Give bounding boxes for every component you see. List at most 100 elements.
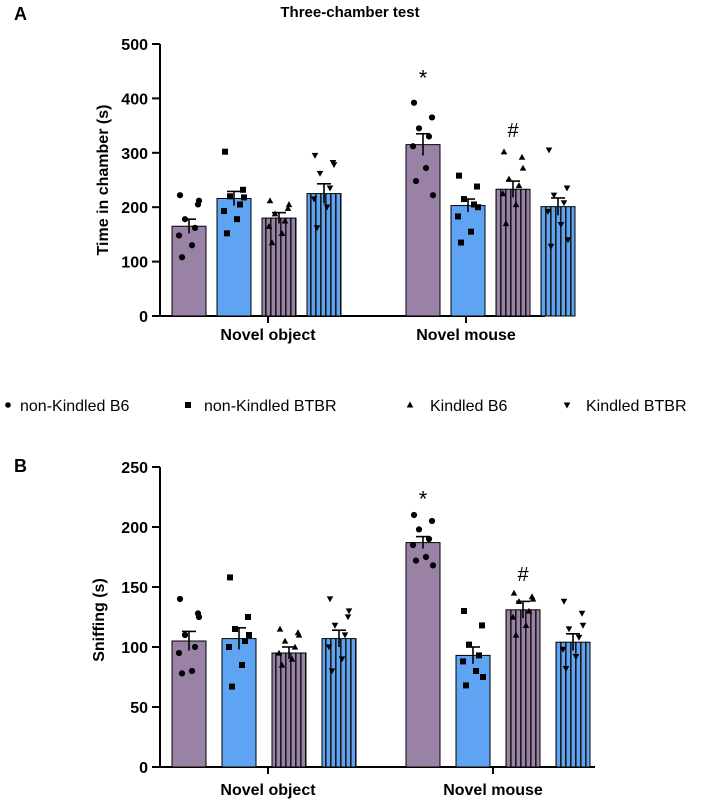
- data-point-non-kindled-b6: [422, 553, 430, 561]
- data-point-non-kindled-b6: [175, 649, 183, 657]
- y-tick-label: 50: [130, 700, 148, 717]
- data-point-kindled-btbr: [341, 632, 349, 639]
- bar-kindled-btbr-novel-object: [321, 638, 357, 768]
- data-point-non-kindled-b6: [175, 232, 183, 239]
- panel-b-label: B: [14, 456, 27, 476]
- y-tick-label: 300: [121, 146, 148, 163]
- data-point-non-kindled-btbr: [239, 662, 245, 668]
- data-point-non-kindled-btbr: [240, 186, 246, 193]
- data-point-non-kindled-btbr: [229, 683, 235, 690]
- data-point-non-kindled-b6: [409, 143, 417, 150]
- data-point-non-kindled-b6: [422, 164, 430, 172]
- data-point-non-kindled-btbr: [455, 213, 461, 220]
- legend-item-non-kindled-b6: non-Kindled B6: [5, 398, 130, 415]
- legend-label: Kindled B6: [430, 398, 507, 415]
- data-point-non-kindled-btbr: [466, 641, 472, 648]
- data-point-kindled-btbr: [578, 610, 586, 617]
- data-point-kindled-btbr: [328, 668, 336, 675]
- data-point-kindled-b6: [512, 201, 520, 208]
- data-point-non-kindled-btbr: [458, 239, 464, 246]
- data-point-kindled-b6: [288, 655, 296, 662]
- y-tick-label: 250: [121, 460, 148, 477]
- data-point-non-kindled-btbr: [234, 216, 240, 223]
- data-point-non-kindled-btbr: [461, 608, 467, 614]
- data-point-kindled-b6: [525, 607, 533, 614]
- significance-hash: #: [517, 564, 529, 586]
- data-point-kindled-b6: [509, 613, 517, 620]
- y-tick-label: 0: [139, 760, 148, 777]
- data-point-non-kindled-b6: [176, 595, 184, 603]
- data-point-kindled-b6: [519, 164, 527, 171]
- data-point-non-kindled-b6: [181, 631, 189, 639]
- data-point-kindled-btbr: [547, 243, 555, 250]
- data-point-non-kindled-b6: [178, 254, 186, 261]
- data-point-kindled-b6: [529, 595, 537, 602]
- data-point-kindled-b6: [284, 204, 292, 211]
- y-tick-label: 500: [121, 37, 148, 54]
- data-point-kindled-btbr: [550, 192, 558, 199]
- data-point-non-kindled-btbr: [222, 148, 228, 155]
- data-point-kindled-btbr: [544, 208, 552, 215]
- bar-kindled-btbr-novel-mouse: [540, 206, 576, 317]
- data-point-kindled-b6: [281, 217, 289, 224]
- data-point-kindled-b6: [502, 220, 510, 227]
- data-point-non-kindled-b6: [195, 613, 203, 621]
- data-point-kindled-btbr: [545, 147, 553, 154]
- data-point-non-kindled-btbr: [245, 614, 251, 620]
- data-point-kindled-b6: [278, 661, 286, 668]
- data-point-non-kindled-btbr: [221, 208, 227, 215]
- significance-asterisk: *: [419, 487, 428, 512]
- data-point-kindled-btbr: [326, 596, 334, 603]
- data-point-non-kindled-b6: [191, 643, 199, 651]
- data-point-kindled-btbr: [565, 626, 573, 633]
- bar-kindled-b6-novel-object: [271, 652, 307, 768]
- panel-b-plot: 0 50 100 150 200 250 Novel object Novel mouse * #: [121, 460, 595, 799]
- data-point-non-kindled-btbr: [237, 201, 243, 208]
- panel-a-ylabel: Time in chamber (s): [95, 105, 112, 256]
- data-point-kindled-btbr: [311, 152, 319, 159]
- x-tick-label-novel-mouse: Novel mouse: [443, 782, 543, 799]
- data-point-kindled-btbr: [345, 608, 353, 615]
- data-point-non-kindled-btbr: [242, 638, 248, 644]
- data-point-kindled-b6: [285, 201, 293, 208]
- panel-b-ylabel: Sniffing (s): [91, 578, 108, 662]
- circle-marker-icon: [5, 402, 11, 408]
- data-point-non-kindled-b6: [412, 557, 420, 564]
- data-point-non-kindled-b6: [429, 562, 437, 569]
- data-point-kindled-btbr: [338, 656, 346, 663]
- bar-kindled-b6-novel-mouse: [495, 188, 531, 317]
- y-tick-label: 150: [121, 580, 148, 597]
- data-point-kindled-btbr: [579, 622, 587, 629]
- data-point-kindled-btbr: [562, 665, 570, 672]
- legend-item-kindled-b6: Kindled B6: [406, 398, 507, 415]
- legend-label: Kindled BTBR: [586, 398, 687, 415]
- bar-kindled-b6-novel-object: [261, 217, 297, 317]
- data-point-kindled-b6: [276, 625, 284, 632]
- triangle-up-marker-icon: [406, 401, 414, 408]
- bar-non-kindled-b6-novel-object: [171, 225, 207, 317]
- data-point-kindled-btbr: [575, 634, 583, 641]
- data-point-kindled-btbr: [325, 644, 333, 651]
- data-point-kindled-b6: [295, 631, 303, 638]
- data-point-non-kindled-b6: [188, 242, 196, 249]
- data-point-kindled-b6: [281, 637, 289, 644]
- data-point-kindled-b6: [278, 230, 286, 236]
- bar-non-kindled-btbr-novel-mouse: [450, 205, 486, 317]
- bar-non-kindled-btbr-novel-object: [221, 638, 257, 768]
- data-point-kindled-b6: [265, 222, 273, 229]
- data-point-kindled-btbr: [560, 200, 568, 207]
- bar-kindled-btbr-novel-mouse: [555, 641, 591, 768]
- data-point-non-kindled-btbr: [473, 668, 479, 674]
- data-point-kindled-b6: [515, 182, 523, 189]
- data-point-non-kindled-btbr: [241, 194, 247, 201]
- data-point-kindled-b6: [515, 598, 523, 605]
- x-tick-label-novel-object: Novel object: [220, 327, 316, 344]
- data-point-non-kindled-b6: [429, 192, 437, 199]
- data-point-non-kindled-btbr: [480, 674, 486, 680]
- triangle-down-marker-icon: [563, 402, 571, 409]
- data-point-non-kindled-b6: [409, 541, 417, 549]
- data-point-kindled-b6: [522, 622, 530, 629]
- y-tick-label: 100: [121, 640, 148, 657]
- data-point-kindled-b6: [512, 631, 520, 638]
- data-point-kindled-btbr: [316, 170, 324, 177]
